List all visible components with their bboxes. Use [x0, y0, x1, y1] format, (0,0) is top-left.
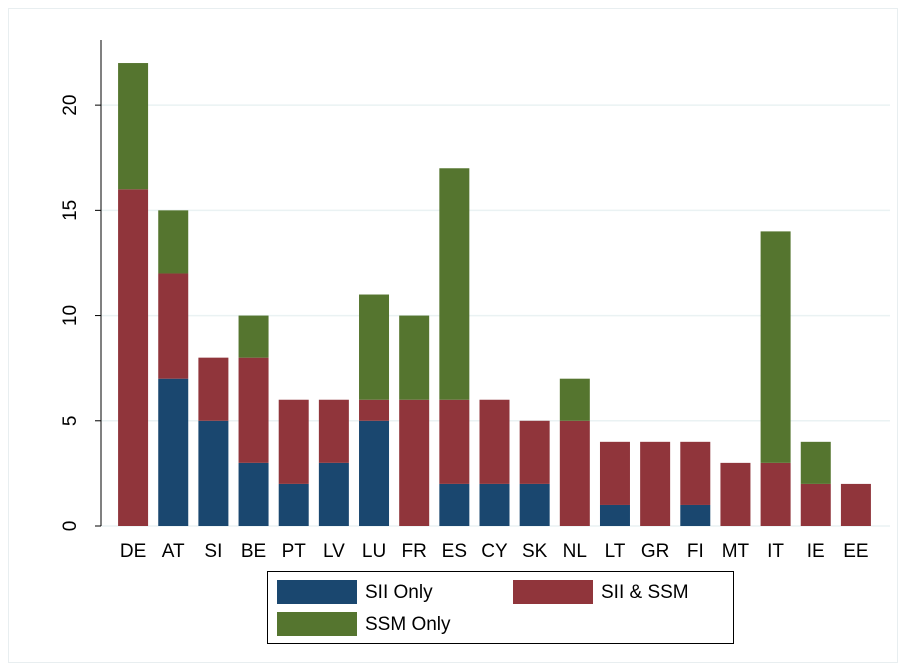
x-tick-label: NL	[563, 541, 587, 562]
x-tick-label: AT	[162, 541, 185, 562]
y-tick-label: 15	[60, 200, 81, 221]
bar-segment	[479, 483, 510, 526]
legend-swatch	[277, 612, 357, 636]
x-tick-label: SI	[204, 541, 222, 562]
x-tick-label: BE	[241, 541, 266, 562]
bar-segment	[238, 357, 269, 463]
bar-segment	[640, 441, 671, 526]
x-tick-label: LV	[323, 541, 345, 562]
bar-segment	[198, 357, 229, 421]
x-tick-label: IT	[767, 541, 784, 562]
bar-segment	[519, 420, 550, 484]
bar-segment	[519, 483, 550, 526]
x-tick-label: LT	[605, 541, 626, 562]
bar-segment	[399, 399, 430, 526]
bar-segment	[158, 273, 189, 379]
bar-segment	[559, 378, 590, 421]
bar-segment	[559, 420, 590, 526]
bar-segment	[479, 399, 510, 484]
x-tick-label: SK	[522, 541, 548, 562]
bar-segment	[800, 441, 831, 484]
x-tick-label: ES	[442, 541, 467, 562]
y-tick-label: 20	[60, 95, 81, 116]
bar-segment	[680, 441, 711, 505]
bar-segment	[359, 420, 390, 526]
bar-segment	[359, 399, 390, 421]
y-tick-label: 10	[60, 305, 81, 326]
legend-label: SII Only	[365, 582, 433, 603]
x-tick-label: MT	[722, 541, 750, 562]
x-tick-label: CY	[481, 541, 508, 562]
x-tick-label: PT	[282, 541, 307, 562]
bar-segment	[359, 294, 390, 400]
x-tick-label: IE	[807, 541, 825, 562]
bar-segment	[118, 63, 149, 190]
x-tick-label: EE	[843, 541, 868, 562]
bar-segment	[840, 483, 871, 526]
y-tick-label: 0	[60, 521, 81, 532]
x-tick-label: GR	[641, 541, 670, 562]
x-tick-label: FR	[402, 541, 427, 562]
bar-segment	[439, 483, 470, 526]
bar-segment	[760, 231, 791, 463]
bar-segment	[198, 420, 229, 526]
legend-label: SSM Only	[365, 614, 451, 635]
bar-segment	[278, 483, 309, 526]
bar-segment	[278, 399, 309, 484]
bar-segment	[399, 315, 430, 400]
bar-segment	[118, 189, 149, 526]
bar-segment	[439, 399, 470, 484]
bar-segment	[158, 378, 189, 526]
bar-segment	[318, 462, 349, 526]
bar-segment	[760, 462, 791, 526]
bar-segment	[599, 441, 630, 505]
bar-segment	[158, 210, 189, 274]
bar-segment	[318, 399, 349, 463]
bar-segment	[238, 462, 269, 526]
bar-segment	[238, 315, 269, 358]
x-tick-label: DE	[120, 541, 146, 562]
x-tick-label: LU	[362, 541, 386, 562]
legend-label: SII & SSM	[601, 582, 689, 603]
legend-swatch	[513, 580, 593, 604]
x-tick-label: FI	[687, 541, 704, 562]
bar-segment	[800, 483, 831, 526]
bar-segment	[680, 504, 711, 526]
y-tick-label: 5	[60, 415, 81, 426]
bar-segment	[439, 168, 470, 400]
legend-swatch	[277, 580, 357, 604]
bar-segment	[599, 504, 630, 526]
bar-segment	[720, 462, 751, 526]
